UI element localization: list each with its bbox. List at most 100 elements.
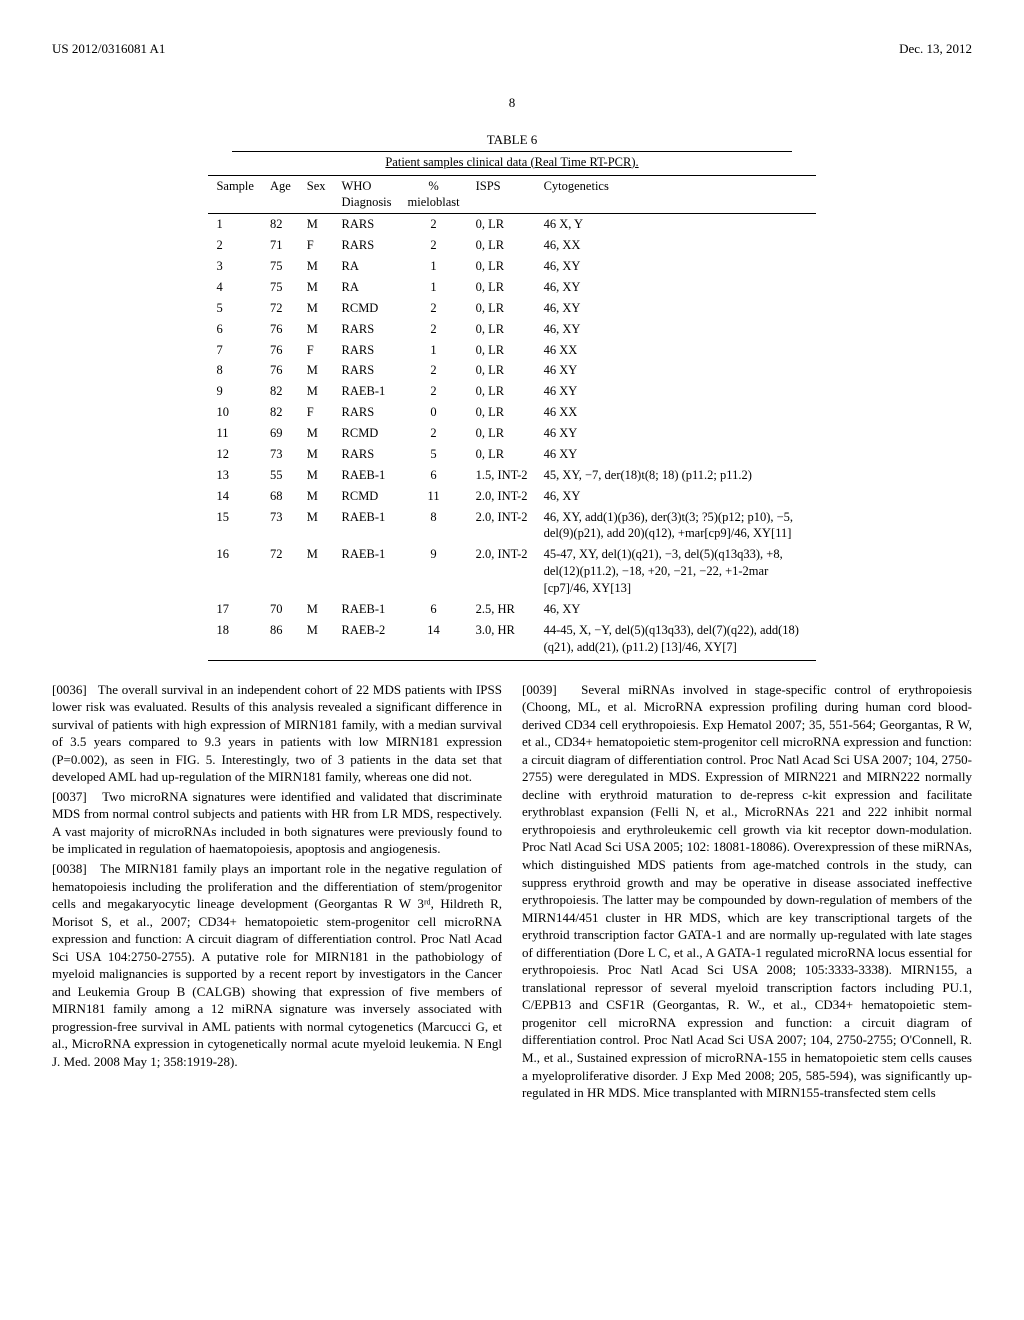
table-row: 1082FRARS00, LR46 XX [208,402,815,423]
para-36: [0036] The overall survival in an indepe… [52,681,502,786]
cell-blast: 14 [400,620,468,660]
cell-who: RAEB-2 [334,620,400,660]
cell-sample: 4 [208,277,262,298]
col-sample: Sample [208,175,262,214]
cell-sex: M [299,599,334,620]
cell-sex: M [299,214,334,235]
publication-date: Dec. 13, 2012 [899,40,972,58]
cell-isps: 3.0, HR [468,620,536,660]
cell-isps: 0, LR [468,340,536,361]
cell-blast: 2 [400,235,468,256]
cell-age: 73 [262,507,299,545]
cell-sex: F [299,402,334,423]
cell-blast: 2 [400,381,468,402]
cell-age: 69 [262,423,299,444]
cell-blast: 6 [400,599,468,620]
cell-sample: 5 [208,298,262,319]
cell-isps: 2.0, INT-2 [468,507,536,545]
cell-age: 76 [262,319,299,340]
cell-age: 75 [262,256,299,277]
cell-blast: 1 [400,256,468,277]
cell-blast: 2 [400,319,468,340]
cell-isps: 0, LR [468,444,536,465]
cell-sex: M [299,277,334,298]
cell-who: RAEB-1 [334,544,400,599]
cell-who: RARS [334,360,400,381]
cell-blast: 2 [400,360,468,381]
cell-cyto: 46 XY [536,444,816,465]
cell-who: RARS [334,340,400,361]
cell-sex: M [299,319,334,340]
cell-sample: 11 [208,423,262,444]
cell-age: 82 [262,214,299,235]
table-row: 1468MRCMD112.0, INT-246, XY [208,486,815,507]
cell-sample: 2 [208,235,262,256]
left-column: [0036] The overall survival in an indepe… [52,681,502,1104]
para-37: [0037] Two microRNA signatures were iden… [52,788,502,858]
table-row: 876MRARS20, LR46 XY [208,360,815,381]
cell-blast: 2 [400,214,468,235]
cell-who: RAEB-1 [334,381,400,402]
cell-sex: F [299,340,334,361]
cell-sex: M [299,423,334,444]
col-cyto: Cytogenetics [536,175,816,214]
table-row: 1573MRAEB-182.0, INT-246, XY, add(1)(p36… [208,507,815,545]
table-row: 1273MRARS50, LR46 XY [208,444,815,465]
cell-age: 72 [262,544,299,599]
table-row: 1886MRAEB-2143.0, HR44-45, X, −Y, del(5)… [208,620,815,660]
page-number: 8 [52,94,972,112]
cell-who: RARS [334,214,400,235]
cell-age: 76 [262,340,299,361]
cell-who: RA [334,277,400,298]
cell-cyto: 46 XY [536,381,816,402]
cell-sex: M [299,465,334,486]
cell-cyto: 46, XX [536,235,816,256]
cell-who: RAEB-1 [334,507,400,545]
cell-sex: M [299,444,334,465]
cell-cyto: 46, XY [536,298,816,319]
page-header: US 2012/0316081 A1 Dec. 13, 2012 [52,40,972,58]
col-sex: Sex [299,175,334,214]
cell-cyto: 46, XY [536,256,816,277]
cell-sex: M [299,298,334,319]
col-blast: %mieloblast [400,175,468,214]
cell-blast: 0 [400,402,468,423]
cell-who: RCMD [334,486,400,507]
cell-isps: 0, LR [468,423,536,444]
table-row: 1770MRAEB-162.5, HR46, XY [208,599,815,620]
cell-isps: 0, LR [468,319,536,340]
table-subtitle: Patient samples clinical data (Real Time… [52,154,972,171]
cell-who: RCMD [334,423,400,444]
cell-sample: 17 [208,599,262,620]
table-row: 776FRARS10, LR46 XX [208,340,815,361]
col-age: Age [262,175,299,214]
cell-isps: 0, LR [468,298,536,319]
cell-age: 72 [262,298,299,319]
cell-sample: 12 [208,444,262,465]
cell-sex: M [299,256,334,277]
cell-sample: 7 [208,340,262,361]
cell-who: RARS [334,444,400,465]
cell-sample: 6 [208,319,262,340]
cell-age: 55 [262,465,299,486]
cell-cyto: 46 XX [536,340,816,361]
cell-isps: 2.0, INT-2 [468,544,536,599]
cell-sample: 15 [208,507,262,545]
cell-who: RAEB-1 [334,599,400,620]
cell-age: 86 [262,620,299,660]
cell-sample: 8 [208,360,262,381]
table-body: 182MRARS20, LR46 X, Y271FRARS20, LR46, X… [208,214,815,660]
cell-blast: 2 [400,423,468,444]
cell-blast: 9 [400,544,468,599]
table-row: 572MRCMD20, LR46, XY [208,298,815,319]
right-column: [0039] Several miRNAs involved in stage-… [522,681,972,1104]
col-isps: ISPS [468,175,536,214]
body-columns: [0036] The overall survival in an indepe… [52,681,972,1104]
table-row: 182MRARS20, LR46 X, Y [208,214,815,235]
cell-sample: 16 [208,544,262,599]
table-row: 271FRARS20, LR46, XX [208,235,815,256]
cell-sex: M [299,381,334,402]
cell-sex: M [299,486,334,507]
cell-age: 76 [262,360,299,381]
patient-table: Sample Age Sex WHODiagnosis %mieloblast … [208,175,815,661]
